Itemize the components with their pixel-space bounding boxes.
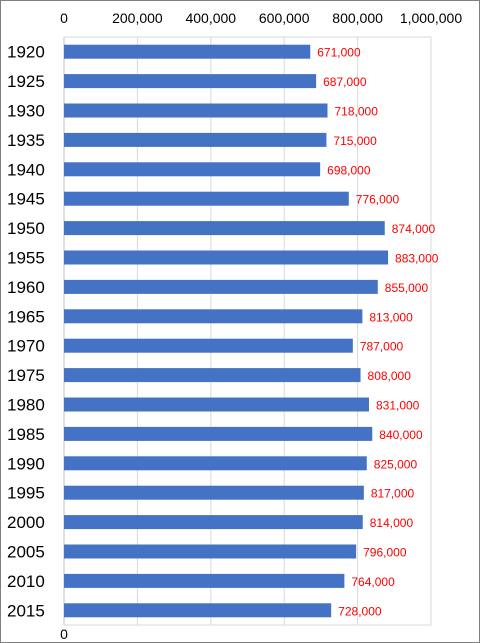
category-label: 1965 bbox=[7, 307, 45, 326]
bar bbox=[64, 426, 373, 441]
data-label: 840,000 bbox=[379, 428, 423, 442]
data-label: 787,000 bbox=[360, 340, 404, 354]
category-label: 1975 bbox=[7, 366, 45, 385]
data-labels: 671,000 687,000 718,000 715,000 698,000 776,0… bbox=[317, 46, 439, 619]
bar bbox=[64, 485, 364, 500]
x-tick-labels-top: 0 200,000 400,000 600,000 800,000 1,000,000 bbox=[60, 10, 462, 26]
category-label: 1995 bbox=[7, 484, 45, 503]
data-label: 698,000 bbox=[327, 163, 371, 177]
data-label: 874,000 bbox=[392, 222, 436, 236]
category-label: 1920 bbox=[7, 43, 45, 62]
data-label: 715,000 bbox=[333, 134, 377, 148]
bar bbox=[64, 338, 353, 353]
data-label: 831,000 bbox=[376, 399, 420, 413]
data-label: 814,000 bbox=[370, 516, 414, 530]
x-tick-labels-bottom: 0 bbox=[60, 626, 68, 642]
data-label: 817,000 bbox=[371, 487, 415, 501]
x-tick-label: 400,000 bbox=[185, 10, 236, 26]
bar bbox=[64, 456, 367, 471]
axes bbox=[63, 36, 431, 626]
category-label: 2015 bbox=[7, 601, 45, 620]
bar bbox=[64, 44, 311, 59]
bar bbox=[64, 309, 363, 324]
data-label: 813,000 bbox=[369, 310, 413, 324]
data-label: 776,000 bbox=[356, 193, 400, 207]
x-tick-label: 1,000,000 bbox=[400, 10, 462, 26]
category-label: 1935 bbox=[7, 131, 45, 150]
bar bbox=[64, 132, 327, 147]
x-tick-label-bottom: 0 bbox=[60, 626, 68, 642]
bar bbox=[64, 191, 349, 206]
category-label: 1950 bbox=[7, 219, 45, 238]
bar bbox=[64, 103, 328, 118]
category-label: 1970 bbox=[7, 337, 45, 356]
category-label: 1980 bbox=[7, 396, 45, 415]
category-label: 1930 bbox=[7, 102, 45, 121]
category-labels: 1920 1925 1930 1935 1940 1945 1950 1955 1960 1965… bbox=[7, 43, 45, 621]
data-label: 728,000 bbox=[338, 604, 382, 618]
bar bbox=[64, 74, 317, 89]
bar bbox=[64, 397, 369, 412]
category-label: 1945 bbox=[7, 190, 45, 209]
x-tick-label: 600,000 bbox=[259, 10, 310, 26]
x-tick-label: 800,000 bbox=[332, 10, 383, 26]
data-label: 808,000 bbox=[368, 369, 412, 383]
category-label: 1990 bbox=[7, 454, 45, 473]
bar bbox=[64, 250, 389, 265]
data-label: 825,000 bbox=[374, 457, 418, 471]
category-label: 1960 bbox=[7, 278, 45, 297]
bar bbox=[64, 162, 321, 177]
data-label: 883,000 bbox=[395, 252, 439, 266]
x-tick-label: 0 bbox=[60, 10, 68, 26]
category-label: 2005 bbox=[7, 543, 45, 562]
data-label: 855,000 bbox=[385, 281, 429, 295]
data-label: 687,000 bbox=[323, 75, 367, 89]
bar bbox=[64, 515, 363, 530]
category-label: 1940 bbox=[7, 160, 45, 179]
category-label: 2010 bbox=[7, 572, 45, 591]
bar bbox=[64, 368, 361, 383]
category-label: 1925 bbox=[7, 72, 45, 91]
bars bbox=[64, 44, 389, 618]
data-label: 764,000 bbox=[351, 575, 395, 589]
bar bbox=[64, 573, 345, 588]
data-label: 796,000 bbox=[363, 546, 407, 560]
gridlines bbox=[136, 37, 432, 625]
bar bbox=[64, 603, 332, 618]
category-label: 2000 bbox=[7, 513, 45, 532]
x-tick-label: 200,000 bbox=[112, 10, 163, 26]
bar bbox=[64, 544, 357, 559]
data-label: 671,000 bbox=[317, 46, 361, 60]
bar bbox=[64, 279, 378, 294]
bar bbox=[64, 221, 385, 236]
category-label: 1985 bbox=[7, 425, 45, 444]
data-label: 718,000 bbox=[335, 105, 379, 119]
category-label: 1955 bbox=[7, 249, 45, 268]
